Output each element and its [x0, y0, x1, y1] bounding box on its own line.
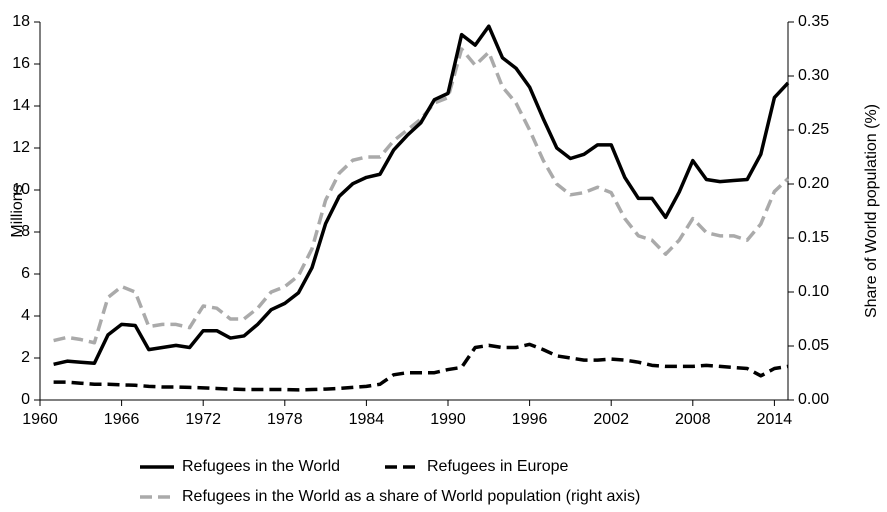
y2-tick-label: 0.15	[798, 229, 829, 246]
y2-tick-label: 0.35	[798, 13, 829, 30]
y-tick-label: 4	[21, 307, 30, 324]
y-tick-label: 8	[21, 223, 30, 240]
x-tick-label: 2008	[675, 411, 711, 428]
y-tick-label: 12	[12, 139, 30, 156]
y-axis-title: Millions	[9, 184, 26, 237]
y-tick-label: 6	[21, 265, 30, 282]
y-tick-label: 2	[21, 349, 30, 366]
x-tick-label: 1966	[104, 411, 140, 428]
x-tick-label: 1996	[512, 411, 548, 428]
legend-label: Refugees in the World	[182, 458, 340, 475]
x-tick-label: 1972	[185, 411, 221, 428]
x-tick-label: 2014	[757, 411, 793, 428]
y-tick-label: 14	[12, 97, 30, 114]
x-tick-label: 1984	[349, 411, 385, 428]
y2-tick-label: 0.20	[798, 175, 829, 192]
series-line	[53, 342, 789, 392]
y2-tick-label: 0.10	[798, 283, 829, 300]
y-tick-label: 16	[12, 55, 30, 72]
x-tick-label: 1960	[22, 411, 58, 428]
y-tick-label: 18	[12, 13, 30, 30]
series-line	[53, 24, 790, 367]
y2-tick-label: 0.25	[798, 121, 829, 138]
legend-label: Refugees in the World as a share of Worl…	[182, 488, 640, 505]
y2-axis-title: Share of World population (%)	[863, 104, 880, 318]
y2-tick-label: 0.05	[798, 337, 829, 354]
series-line	[53, 47, 790, 345]
x-tick-label: 1978	[267, 411, 303, 428]
x-tick-label: 2002	[593, 411, 629, 428]
x-tick-label: 1990	[430, 411, 466, 428]
legend-label: Refugees in Europe	[427, 458, 569, 475]
y-tick-label: 0	[21, 391, 30, 408]
y-tick-label: 10	[12, 181, 30, 198]
y2-tick-label: 0.30	[798, 67, 829, 84]
y2-tick-label: 0.00	[798, 391, 829, 408]
